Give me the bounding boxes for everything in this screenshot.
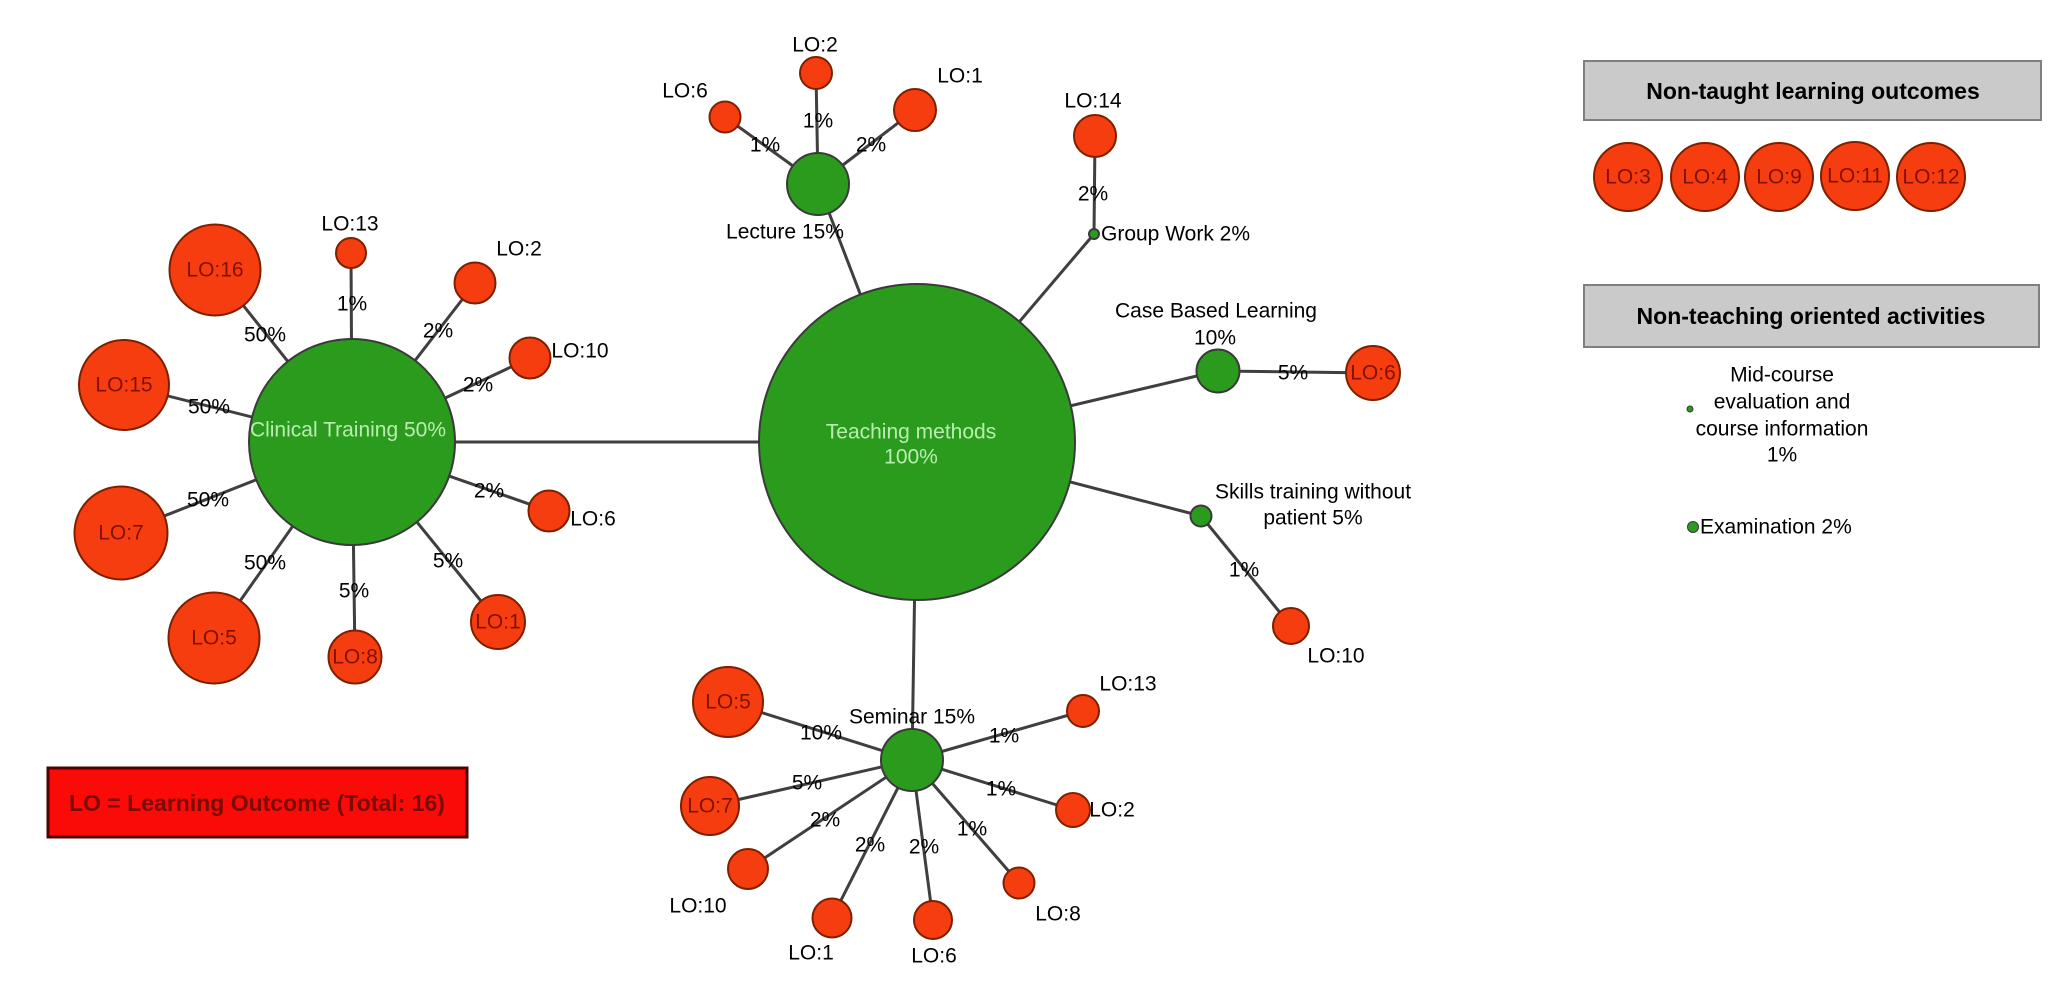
svg-text:LO:10: LO:10 bbox=[551, 340, 608, 363]
svg-text:LO:13: LO:13 bbox=[321, 213, 378, 236]
svg-text:LO:5: LO:5 bbox=[191, 627, 237, 650]
svg-text:LO:6: LO:6 bbox=[570, 508, 616, 531]
svg-text:LO:2: LO:2 bbox=[496, 238, 542, 261]
svg-text:LO:14: LO:14 bbox=[1064, 90, 1122, 113]
svg-text:50%: 50% bbox=[188, 396, 230, 419]
svg-text:LO = Learning Outcome (Total:: LO = Learning Outcome (Total: 16) bbox=[69, 790, 445, 816]
svg-text:LO:10: LO:10 bbox=[669, 895, 726, 918]
svg-text:Non-taught learning outcomes: Non-taught learning outcomes bbox=[1646, 78, 1980, 104]
svg-text:Clinical Training 50%: Clinical Training 50% bbox=[250, 419, 446, 442]
svg-text:LO:2: LO:2 bbox=[1089, 799, 1135, 822]
svg-text:5%: 5% bbox=[1278, 362, 1308, 385]
svg-text:Seminar 15%: Seminar 15% bbox=[849, 706, 975, 729]
svg-text:LO:9: LO:9 bbox=[1756, 166, 1802, 189]
svg-text:1%: 1% bbox=[337, 293, 367, 316]
svg-text:1%: 1% bbox=[1767, 444, 1797, 467]
svg-text:LO:8: LO:8 bbox=[1035, 903, 1081, 926]
svg-text:1%: 1% bbox=[750, 134, 780, 157]
svg-text:2%: 2% bbox=[474, 480, 504, 503]
svg-text:5%: 5% bbox=[339, 580, 369, 603]
svg-text:LO:4: LO:4 bbox=[1682, 166, 1728, 189]
svg-text:LO:1: LO:1 bbox=[475, 611, 521, 634]
svg-text:1%: 1% bbox=[1229, 559, 1259, 582]
svg-text:LO:1: LO:1 bbox=[788, 942, 834, 965]
svg-text:LO:1: LO:1 bbox=[937, 65, 983, 88]
svg-text:50%: 50% bbox=[187, 489, 229, 512]
svg-text:5%: 5% bbox=[792, 772, 822, 795]
svg-text:10%: 10% bbox=[1194, 327, 1236, 350]
svg-text:LO:3: LO:3 bbox=[1605, 166, 1651, 189]
svg-text:2%: 2% bbox=[856, 134, 886, 157]
svg-text:Examination 2%: Examination 2% bbox=[1700, 516, 1852, 539]
svg-text:LO:6: LO:6 bbox=[662, 80, 708, 103]
svg-text:LO:10: LO:10 bbox=[1307, 645, 1364, 668]
svg-text:Non-teaching oriented activiti: Non-teaching oriented activities bbox=[1637, 303, 1986, 329]
svg-text:2%: 2% bbox=[423, 320, 453, 343]
svg-text:100%: 100% bbox=[884, 446, 938, 469]
svg-text:1%: 1% bbox=[989, 725, 1019, 748]
svg-text:evaluation and: evaluation and bbox=[1714, 391, 1851, 414]
svg-text:course information: course information bbox=[1696, 418, 1869, 441]
svg-text:Lecture 15%: Lecture 15% bbox=[726, 221, 844, 244]
svg-text:LO:2: LO:2 bbox=[792, 34, 838, 57]
svg-text:LO:6: LO:6 bbox=[1350, 362, 1396, 385]
svg-text:LO:15: LO:15 bbox=[95, 374, 152, 397]
svg-text:LO:12: LO:12 bbox=[1902, 166, 1959, 189]
svg-text:LO:11: LO:11 bbox=[1827, 165, 1883, 188]
svg-text:2%: 2% bbox=[1078, 183, 1108, 206]
svg-text:1%: 1% bbox=[803, 110, 833, 133]
svg-text:LO:13: LO:13 bbox=[1099, 673, 1156, 696]
svg-text:1%: 1% bbox=[986, 778, 1016, 801]
svg-text:LO:7: LO:7 bbox=[687, 795, 733, 818]
svg-text:5%: 5% bbox=[433, 550, 463, 573]
svg-text:10%: 10% bbox=[800, 722, 842, 745]
svg-text:LO:6: LO:6 bbox=[911, 945, 957, 968]
svg-text:patient 5%: patient 5% bbox=[1263, 507, 1362, 530]
svg-text:Skills training without: Skills training without bbox=[1215, 481, 1411, 504]
svg-text:Teaching methods: Teaching methods bbox=[826, 421, 996, 444]
svg-text:2%: 2% bbox=[463, 374, 493, 397]
svg-text:LO:16: LO:16 bbox=[186, 259, 243, 282]
svg-text:Group Work 2%: Group Work 2% bbox=[1101, 223, 1250, 246]
svg-text:2%: 2% bbox=[810, 809, 840, 832]
svg-text:50%: 50% bbox=[244, 552, 286, 575]
svg-text:LO:7: LO:7 bbox=[98, 522, 144, 545]
svg-text:LO:5: LO:5 bbox=[705, 691, 751, 714]
svg-text:50%: 50% bbox=[244, 324, 286, 347]
svg-text:Case Based Learning: Case Based Learning bbox=[1115, 300, 1317, 323]
svg-text:2%: 2% bbox=[909, 836, 939, 859]
svg-text:Mid-course: Mid-course bbox=[1730, 364, 1834, 387]
svg-text:2%: 2% bbox=[855, 834, 885, 857]
svg-text:LO:8: LO:8 bbox=[332, 646, 378, 669]
svg-text:1%: 1% bbox=[957, 818, 987, 841]
